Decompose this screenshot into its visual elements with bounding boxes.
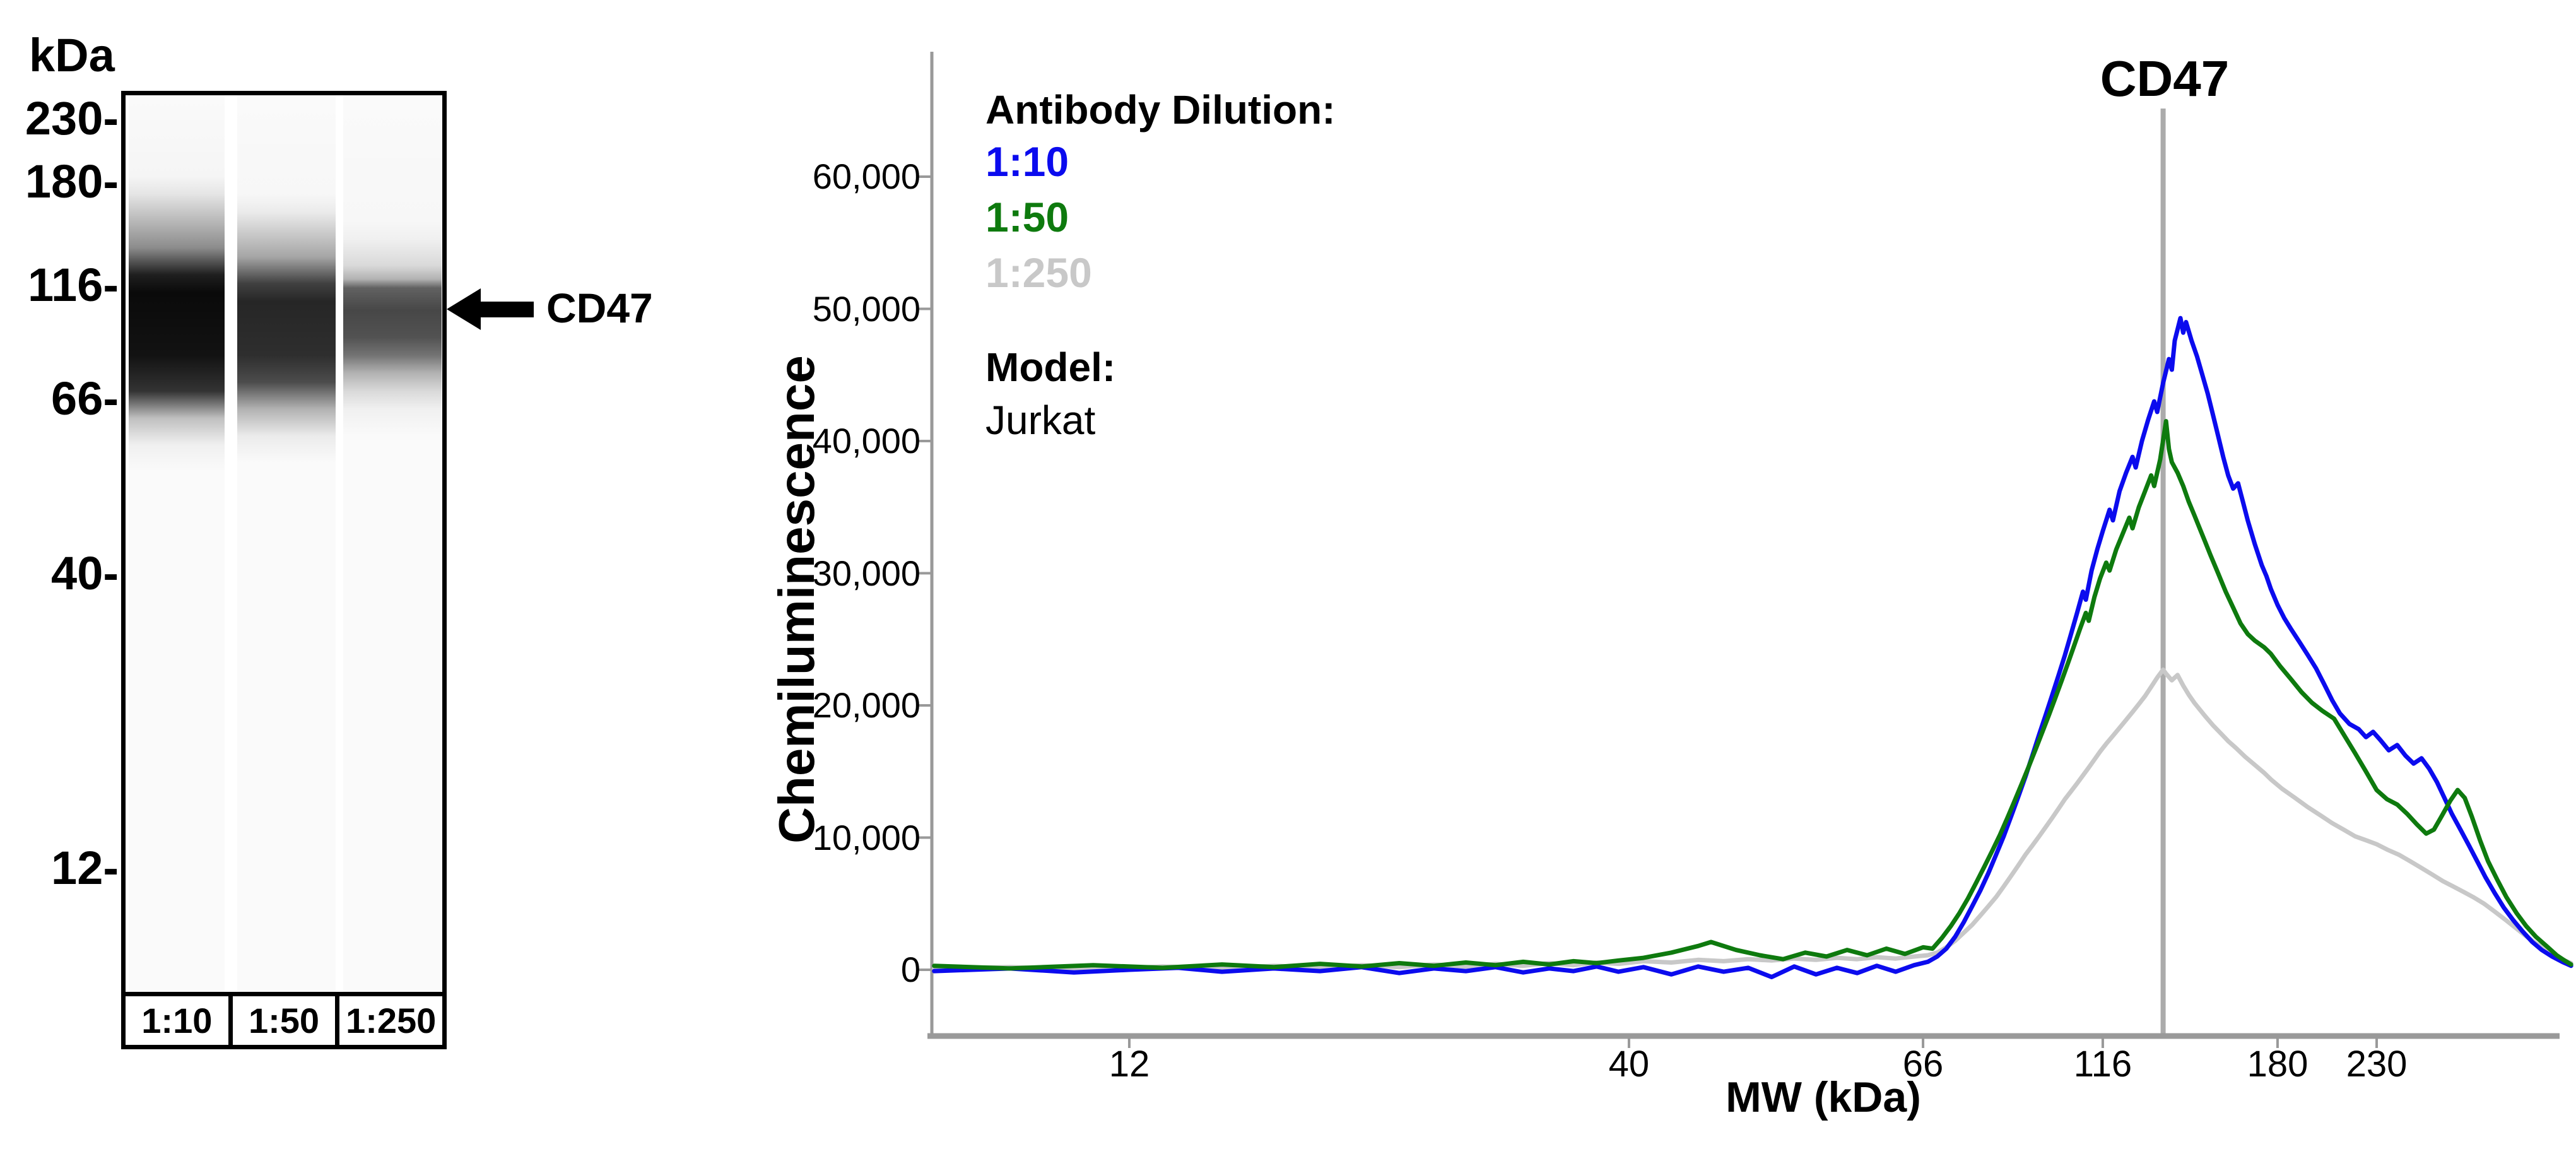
y-tick-label: 50,000 [812, 288, 920, 329]
y-tick-label: 30,000 [812, 553, 920, 593]
x-axis-title: MW (kDa) [1726, 1073, 1921, 1121]
legend-entry-1:250: 1:250 [985, 249, 1092, 296]
legend-entry-1:10: 1:10 [985, 138, 1069, 185]
x-tick-label: 230 [2346, 1044, 2408, 1085]
series-curve-1:250 [932, 667, 2573, 972]
y-tick-label: 10,000 [812, 817, 920, 857]
y-tick-label: 20,000 [812, 685, 920, 725]
y-tick-label: 40,000 [812, 421, 920, 461]
y-tick-label: 0 [900, 950, 920, 989]
y-tick-label: 60,000 [812, 156, 920, 196]
lane-label-1:10: 1:10 [141, 1001, 213, 1040]
ladder-label-40: 40- [51, 547, 119, 599]
western-blot-panel [121, 91, 447, 996]
model-label: Model: [985, 344, 1116, 390]
band-arrow-icon [477, 302, 534, 317]
x-tick-label: 180 [2247, 1044, 2308, 1085]
x-tick-label: 66 [1902, 1044, 1944, 1085]
series-curve-1:10 [932, 315, 2573, 979]
ladder-label-230: 230- [25, 92, 119, 144]
lane-label-row: 1:10 1:50 1:250 [121, 996, 447, 1049]
chart-title: CD47 [2100, 50, 2230, 107]
lane-label-1:250: 1:250 [335, 996, 442, 1045]
legend-entry-1:50: 1:50 [985, 194, 1069, 240]
blot-lane-1-10 [129, 95, 225, 992]
blot-units-label: kDa [29, 29, 115, 81]
band-arrow-head-icon [447, 288, 481, 330]
ladder-label-66: 66- [51, 372, 119, 425]
x-tick-label: 40 [1608, 1044, 1650, 1085]
legend-title: Antibody Dilution: [985, 87, 1336, 132]
x-tick-label: 12 [1109, 1044, 1150, 1085]
model-value: Jurkat [985, 398, 1096, 443]
ladder-label-116: 116- [27, 259, 119, 311]
band-label: CD47 [546, 285, 653, 331]
series-curve-1:50 [932, 419, 2573, 971]
lane-label-1:50: 1:50 [228, 996, 336, 1045]
ladder-label-180: 180- [25, 155, 119, 208]
blot-lane-1-250 [343, 95, 442, 992]
x-tick-label: 116 [2073, 1044, 2132, 1085]
ladder-label-12: 12- [51, 842, 119, 894]
blot-lane-1-50 [237, 95, 336, 992]
